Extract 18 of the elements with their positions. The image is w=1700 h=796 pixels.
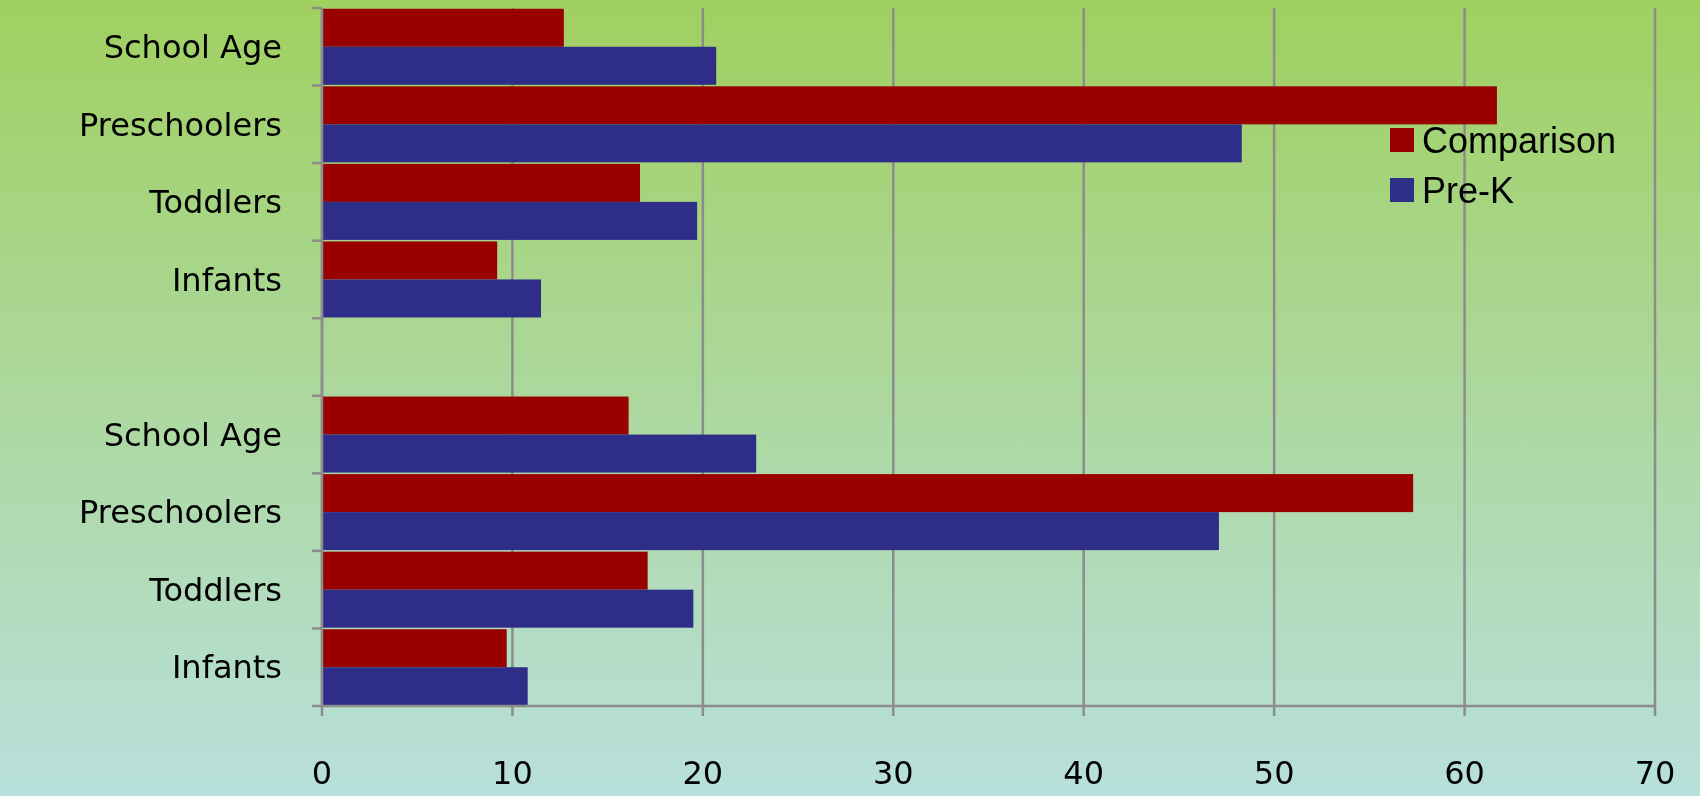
y-tick-label: Infants	[171, 260, 282, 299]
x-tick-label: 50	[1253, 754, 1295, 792]
y-tick-label: Preschoolers	[79, 105, 282, 144]
x-tick-label: 30	[872, 754, 914, 792]
y-tick-label: School Age	[103, 27, 282, 66]
legend-label: Pre-K	[1422, 169, 1515, 211]
y-tick-label: School Age	[103, 415, 282, 454]
x-tick-label: 10	[492, 754, 533, 792]
x-tick-label: 40	[1063, 754, 1105, 792]
y-tick-label: Infants	[171, 648, 282, 687]
y-tick-label: Toddlers	[148, 570, 282, 609]
x-tick-label: 60	[1444, 754, 1485, 792]
y-tick-label: Preschoolers	[79, 493, 282, 532]
x-tick-label: 20	[682, 754, 724, 792]
legend-label: Comparison	[1422, 119, 1617, 161]
x-tick-label: 0	[311, 754, 333, 792]
x-tick-label: 70	[1634, 754, 1676, 792]
y-tick-label: Toddlers	[148, 183, 282, 222]
